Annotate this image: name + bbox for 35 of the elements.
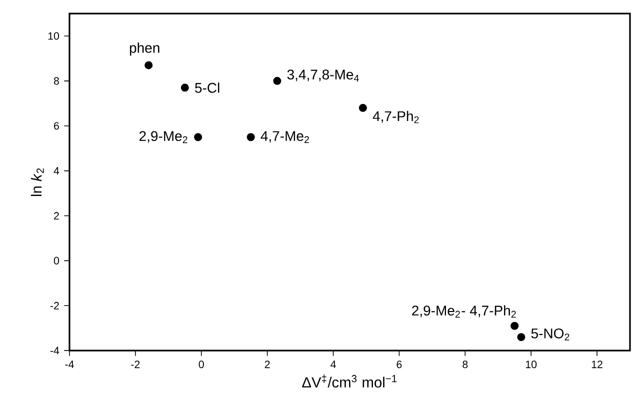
annotation: 2,9-Me$_{2}$: [139, 131, 188, 144]
annotation: 5-NO$_{2}$: [531, 328, 570, 340]
y-tick-label: 8: [54, 77, 59, 85]
y-tick-label: 10: [48, 32, 60, 40]
y-tick-label: 2: [54, 212, 59, 220]
x-axis-title: ΔV$^{‡}$/cm$^{3}$ mol$^{−1}$: [302, 374, 397, 388]
x-tick-label: 10: [526, 360, 537, 368]
y-tick-label: 4: [54, 167, 60, 174]
point: [510, 322, 519, 330]
annotation: 4,7-Ph$_{2}$: [372, 110, 419, 124]
y-axis-title: ln k$_{2}$: [30, 168, 44, 196]
y-tick-label: -2: [50, 302, 59, 310]
y-tick-label: -4: [50, 346, 60, 354]
point: [246, 133, 255, 142]
point: [273, 76, 282, 85]
point: [358, 104, 367, 112]
x-tick-label: 12: [592, 360, 602, 368]
point: [180, 84, 189, 92]
annotation: phen: [130, 42, 160, 56]
annotation: 5-Cl: [195, 82, 220, 93]
x-tick-label: -2: [131, 360, 140, 368]
annotation: 4,7-Me$_{2}$: [260, 131, 309, 144]
x-tick-label: 8: [462, 360, 468, 368]
annotation: 3,4,7,8-Me$_{4}$: [287, 70, 359, 82]
x-tick-label: -4: [65, 360, 74, 368]
point: [144, 61, 153, 70]
annotation: 2,9-Me$_{2}$- 4,7-Ph$_{2}$: [412, 305, 516, 318]
y-tick-label: 0: [54, 256, 60, 264]
x-tick-label: 2: [264, 360, 270, 368]
point: [517, 333, 526, 342]
x-tick-label: 4: [330, 360, 336, 368]
x-tick-label: 0: [198, 360, 204, 368]
point: [194, 133, 202, 142]
x-tick-label: 6: [396, 360, 402, 368]
y-tick-label: 6: [54, 122, 59, 130]
